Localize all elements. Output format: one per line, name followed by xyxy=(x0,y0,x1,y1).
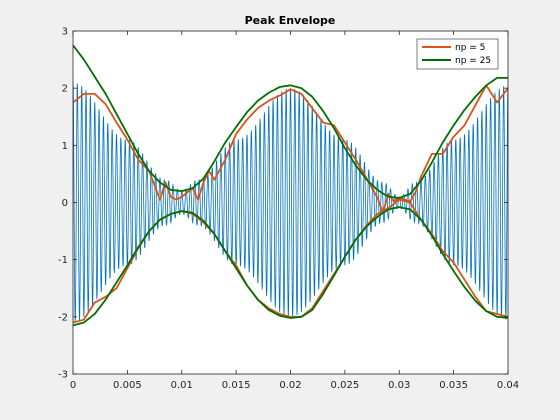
y-tick-label: 2 xyxy=(62,84,68,95)
x-tick-label: 0.015 xyxy=(222,380,251,391)
x-tick-label: 0.03 xyxy=(388,380,410,391)
legend-box xyxy=(416,38,499,70)
envelope-upper-np5 xyxy=(73,84,508,214)
envelope-lower-np25 xyxy=(73,206,508,327)
plot-area xyxy=(73,44,508,327)
x-tick-label: 0.04 xyxy=(497,380,519,391)
y-tick-label: -1 xyxy=(58,255,68,266)
x-tick-label: 0.005 xyxy=(113,380,142,391)
envelope-upper-np25 xyxy=(73,44,508,199)
y-tick-label: -3 xyxy=(58,370,68,381)
x-tick-label: 0.025 xyxy=(331,380,360,391)
y-tick-label: -2 xyxy=(58,312,68,323)
x-tick-label: 0 xyxy=(70,380,76,391)
signal-line xyxy=(73,82,508,323)
x-tick-label: 0.01 xyxy=(171,380,193,391)
y-tick-label: 0 xyxy=(62,198,68,209)
legend-label-np25: np = 25 xyxy=(455,56,491,66)
legend-label-np5: np = 5 xyxy=(455,43,485,53)
y-axis: -3 -2 -1 0 1 2 3 xyxy=(58,27,508,381)
y-tick-label: 3 xyxy=(62,27,68,38)
chart-title: Peak Envelope xyxy=(245,14,336,27)
x-tick-label: 0.035 xyxy=(439,380,468,391)
x-axis: 0 0.005 0.01 0.015 0.02 0.025 0.03 0.035 0.04 xyxy=(70,31,519,391)
x-tick-label: 0.02 xyxy=(279,380,301,391)
envelope-lines xyxy=(73,44,508,327)
axes-background xyxy=(73,31,508,374)
y-tick-label: 1 xyxy=(62,141,68,152)
legend: np = 5 np = 25 xyxy=(416,38,499,70)
